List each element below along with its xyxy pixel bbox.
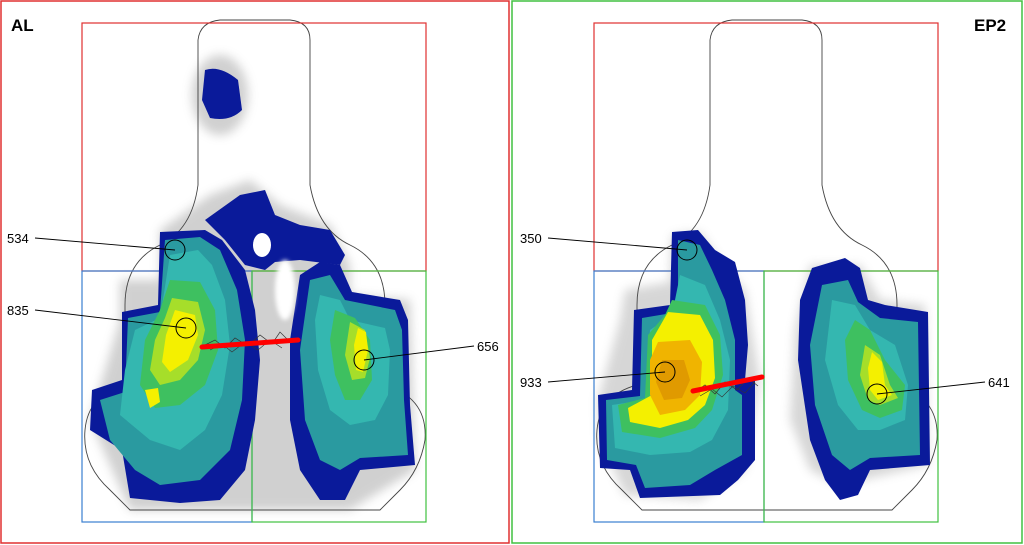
- panel-ep2-leader-2: [547, 371, 666, 383]
- panel-al-value-3: 656: [477, 339, 499, 354]
- panel-ep2-value-1: 350: [520, 231, 542, 246]
- panel-ep2-zone-upper: [593, 22, 939, 272]
- panel-al-value-1: 534: [7, 231, 29, 246]
- panel-ep2-heatmap: [598, 230, 930, 500]
- panel-al-leader-3: [363, 345, 475, 361]
- panel-al-seat-outline: [84, 19, 426, 511]
- panel-al-frame: [0, 0, 510, 544]
- panel-ep2: EP2 350 933 641: [511, 0, 1023, 544]
- panel-ep2-value-3: 641: [988, 375, 1010, 390]
- panel-ep2-frame: [511, 0, 1023, 544]
- panel-ep2-peak-marker-2: [654, 361, 676, 383]
- panel-al-peak-marker-3: [353, 349, 375, 371]
- panel-al-value-2: 835: [7, 303, 29, 318]
- panel-al-peak-marker-2: [175, 317, 197, 339]
- panel-al-leader-1: [34, 237, 176, 251]
- panel-al-heatmap: [90, 68, 415, 503]
- panel-ep2-leader-1: [547, 237, 688, 251]
- panel-al-peak-marker-1: [164, 239, 186, 261]
- panel-al-cop-trace: [199, 331, 301, 353]
- panel-ep2-peak-marker-3: [866, 383, 888, 405]
- panel-al: AL 534 835 656: [0, 0, 510, 544]
- panel-ep2-peak-marker-1: [676, 239, 698, 261]
- panel-ep2-value-2: 933: [520, 375, 542, 390]
- panel-al-title: AL: [11, 16, 34, 35]
- panel-ep2-cop-trace: [690, 374, 765, 398]
- panel-ep2-title: EP2: [974, 16, 1006, 35]
- panel-ep2-seat-outline: [596, 19, 938, 511]
- panel-al-leader-2: [34, 309, 187, 329]
- panel-ep2-leader-3: [876, 381, 986, 395]
